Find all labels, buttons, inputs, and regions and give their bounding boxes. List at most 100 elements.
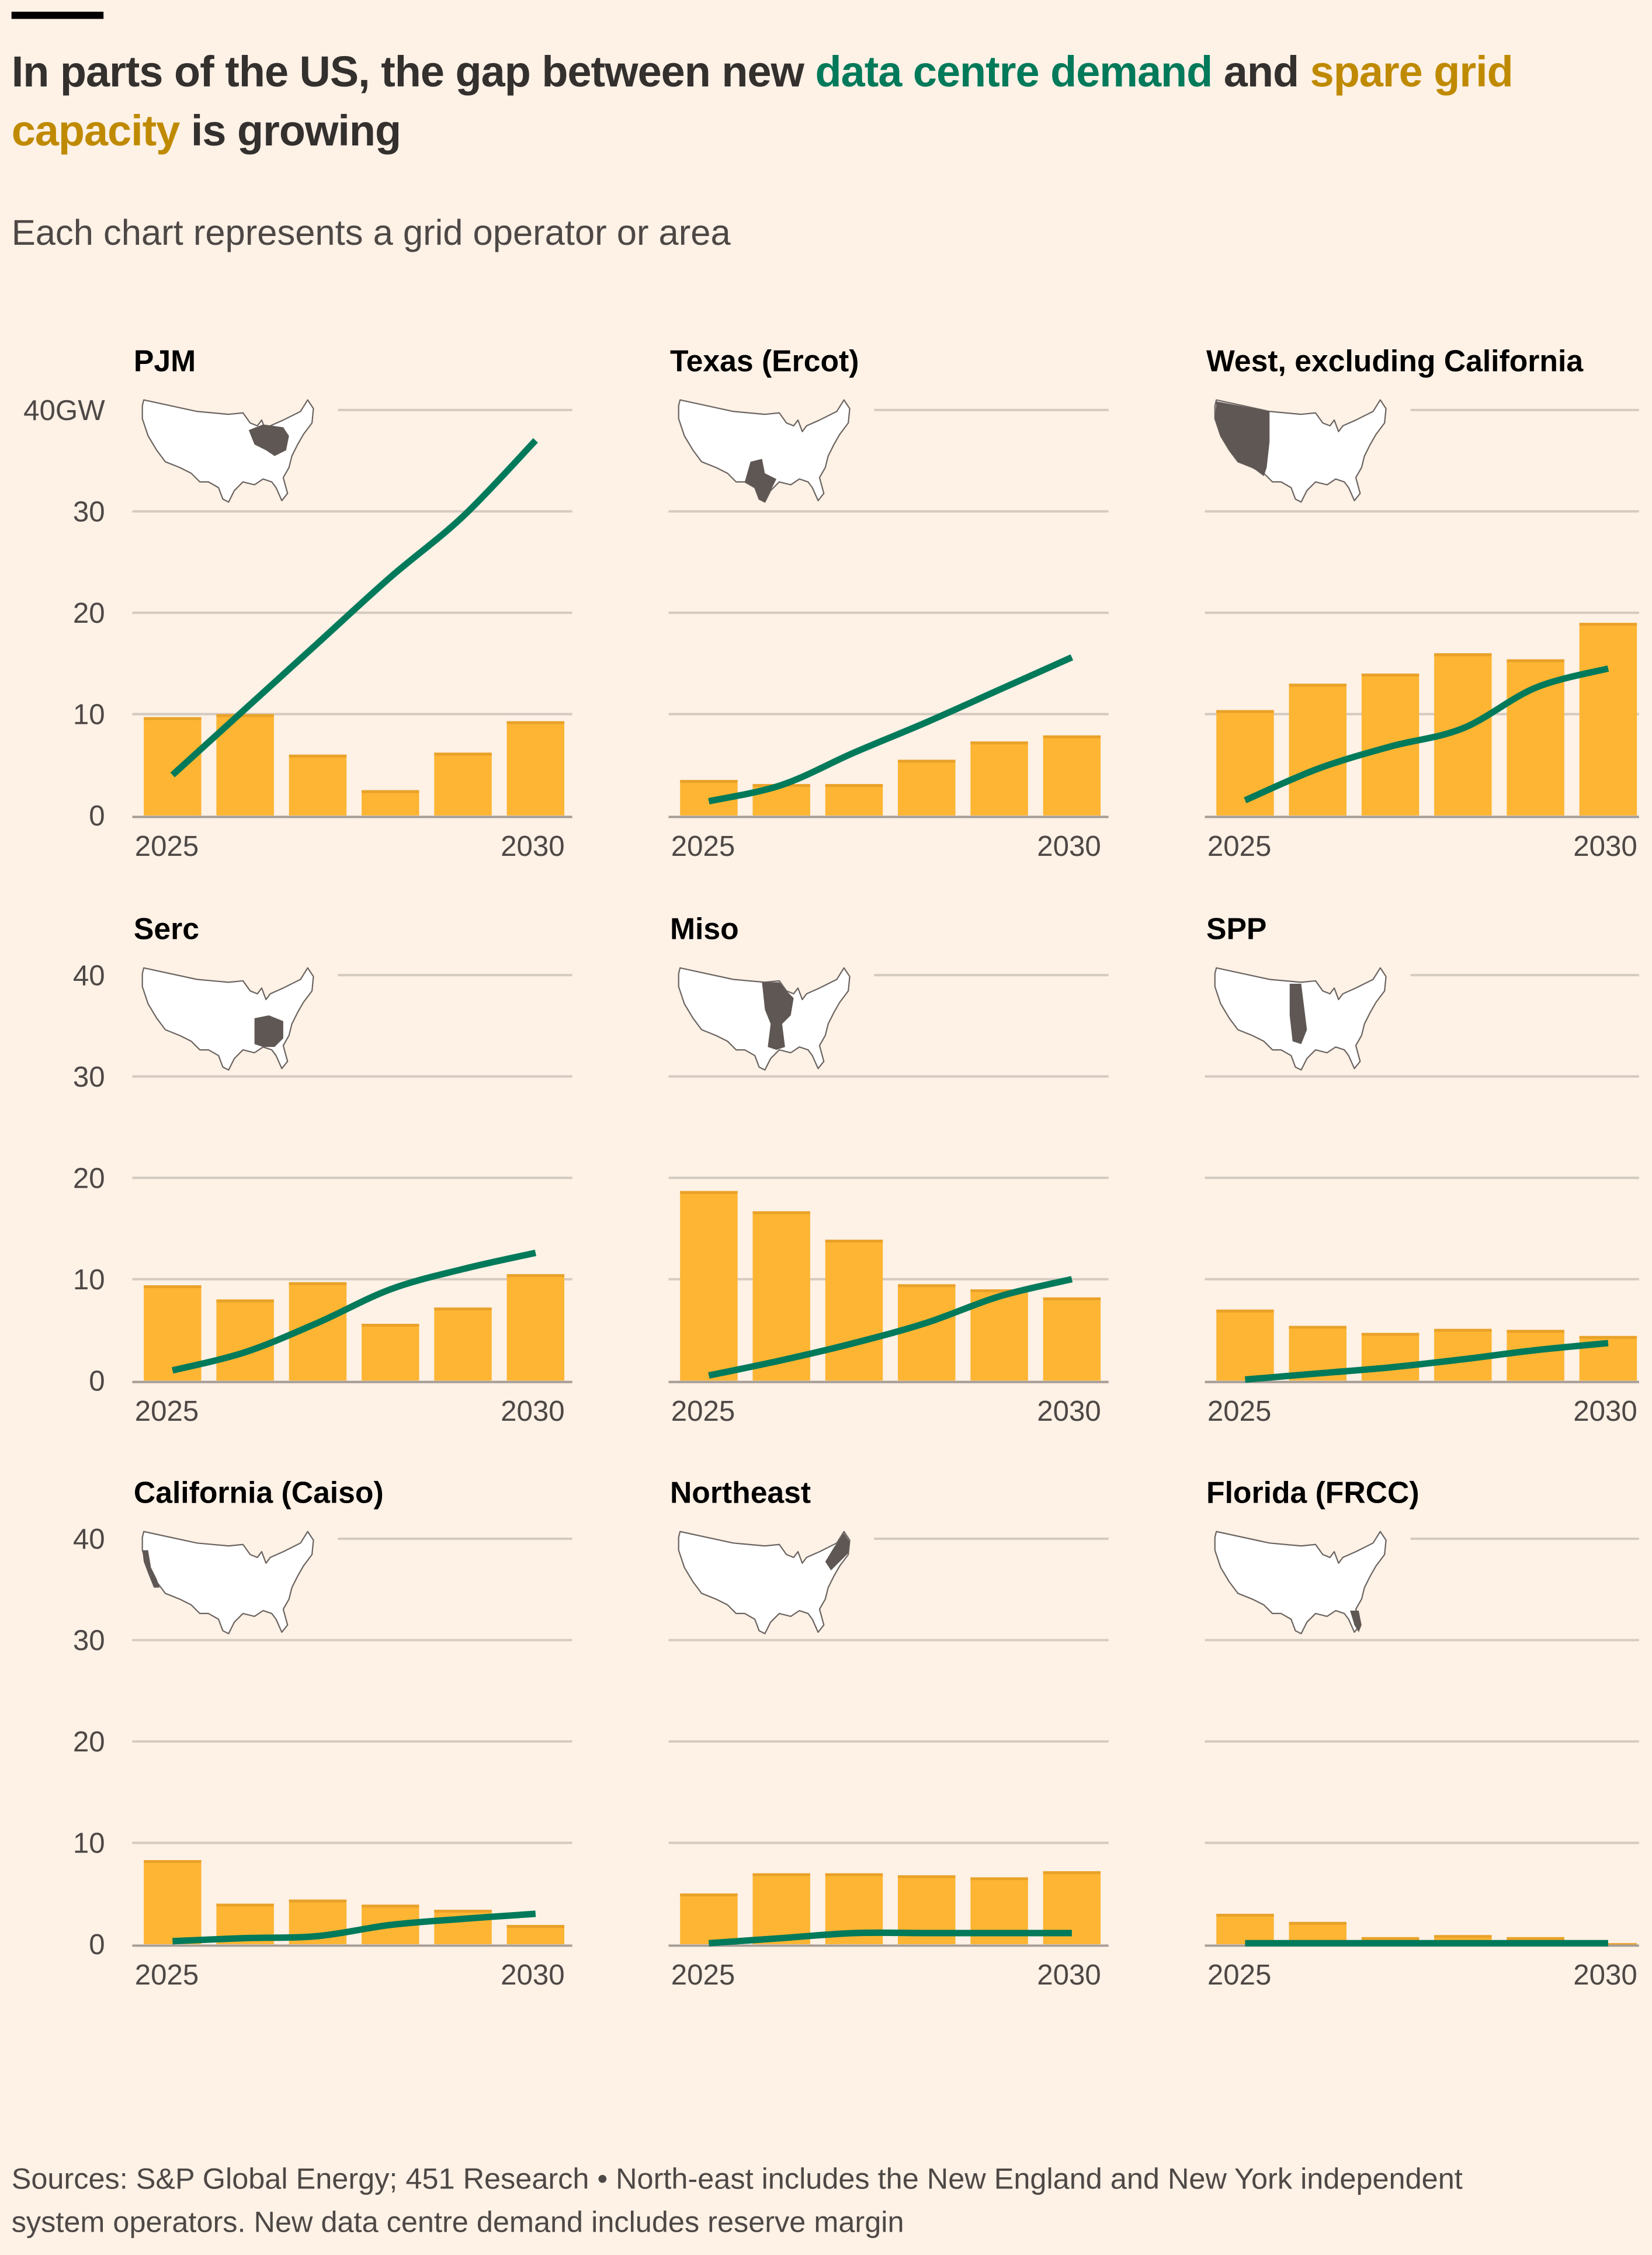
bar-2029 [434,1307,492,1381]
bar-2025 [1216,1309,1274,1381]
y-tick-label: 10 [73,1264,105,1296]
panel-title: California (Caiso) [134,1475,384,1509]
x-tick-label: 2025 [1207,1959,1272,1991]
us-outline [678,1531,851,1635]
region-highlight-northeast [825,1533,850,1571]
us-map-icon [678,1531,851,1635]
x-tick-label: 2025 [135,830,199,862]
bar-2027 [825,1239,883,1381]
x-tick-label: 2025 [1207,1395,1272,1427]
title-segment: In parts of the US, the gap between new [12,47,815,96]
x-tick-label: 2025 [671,1395,735,1427]
bar-2026 [216,1299,274,1381]
x-tick-label: 2030 [501,830,565,862]
y-tick-label: 10 [73,1827,105,1859]
title-segment: spare grid [1310,47,1513,96]
bar-2026 [216,714,274,816]
panel-title: SPP [1206,912,1266,946]
bar-2030 [1043,1297,1101,1381]
bar-2028 [898,759,956,816]
bar-2027 [825,784,883,816]
region-highlight-florida [1350,1610,1362,1632]
demand-line [170,438,538,778]
title-segment: and [1212,47,1310,96]
region-highlight-serc [254,1015,283,1047]
bar-2028 [898,1284,956,1381]
demand-line [1244,665,1609,803]
x-tick-label: 2030 [501,1395,565,1427]
panel-northeast: Northeast 2025 2030 [668,1475,1109,1991]
us-outline [678,399,851,503]
y-tick-label: 40 [73,1523,105,1555]
us-map-icon [1214,399,1387,503]
panel-title: Serc [134,912,199,946]
x-tick-label: 2030 [501,1959,565,1991]
x-tick-label: 2025 [671,1959,735,1991]
panel-texas: Texas (Ercot) 2025 2030 [668,344,1109,862]
panel-title: PJM [134,344,196,377]
bar-2030 [506,1925,565,1945]
title-line-2: capacity is growing [12,106,401,155]
x-tick-label: 2025 [671,830,735,862]
bar-2029 [970,741,1028,816]
region-highlight-west [1214,401,1270,477]
demand-line [708,654,1074,805]
us-map-icon [678,399,851,503]
y-tick-label: 20 [73,1726,105,1758]
header-rule [11,12,104,19]
panel-title: West, excluding California [1206,344,1584,377]
bar-2029 [434,752,492,816]
demand-line [1244,1340,1609,1383]
us-outline [678,967,851,1071]
region-highlight-pjm [248,424,289,456]
y-tick-label: 0 [89,800,105,832]
region-highlight-miso [762,982,794,1050]
y-tick-label: 0 [89,1365,105,1397]
y-tick-label: 40GW [23,394,105,426]
title-line-1: In parts of the US, the gap between new … [12,47,1513,96]
demand-line [708,1276,1073,1379]
footnote-line-2: system operators. New data centre demand… [12,2205,904,2238]
bar-2030 [1579,623,1637,816]
us-map-icon [141,399,314,503]
region-highlight-texas [744,459,777,502]
bar-2025 [144,1859,202,1945]
panel-florida: Florida (FRCC) 2025 2030 [1205,1475,1639,1991]
us-map-icon [141,1531,314,1635]
footnote-line-1: Sources: S&P Global Energy; 451 Research… [12,2162,1463,2195]
bar-2028 [362,1324,419,1381]
panel-miso: Miso 2025 2030 [668,912,1109,1427]
y-tick-label: 0 [89,1928,105,1961]
y-tick-label: 40 [73,959,105,991]
x-tick-label: 2030 [1037,830,1101,862]
demand-line [172,1910,536,1945]
bar-2027 [1361,1333,1420,1381]
bar-2026 [1289,684,1346,816]
demand-line [709,1929,1072,1947]
x-tick-label: 2025 [135,1395,199,1427]
bar-2030 [506,1274,565,1381]
us-outline [141,1531,314,1635]
panel-title: Northeast [670,1475,811,1509]
demand-line [172,1250,537,1374]
x-tick-label: 2025 [1207,830,1272,862]
panel-spp: SPP 2025 2030 [1205,912,1639,1427]
bar-2026 [752,1211,810,1381]
x-tick-label: 2030 [1037,1959,1101,1991]
bar-2027 [289,754,347,816]
title-segment: data centre demand [815,47,1213,96]
y-tick-label: 30 [73,496,105,528]
panel-west: West, excluding California 2025 2030 [1205,344,1639,862]
y-tick-label: 10 [73,699,105,731]
panel-title: Miso [670,912,739,946]
region-highlight-caiso [142,1550,160,1588]
x-tick-label: 2025 [135,1959,199,1991]
bar-2025 [680,1893,738,1945]
y-tick-label: 20 [73,1162,105,1194]
us-map-icon [1214,967,1387,1071]
x-tick-label: 2030 [1037,1395,1101,1427]
